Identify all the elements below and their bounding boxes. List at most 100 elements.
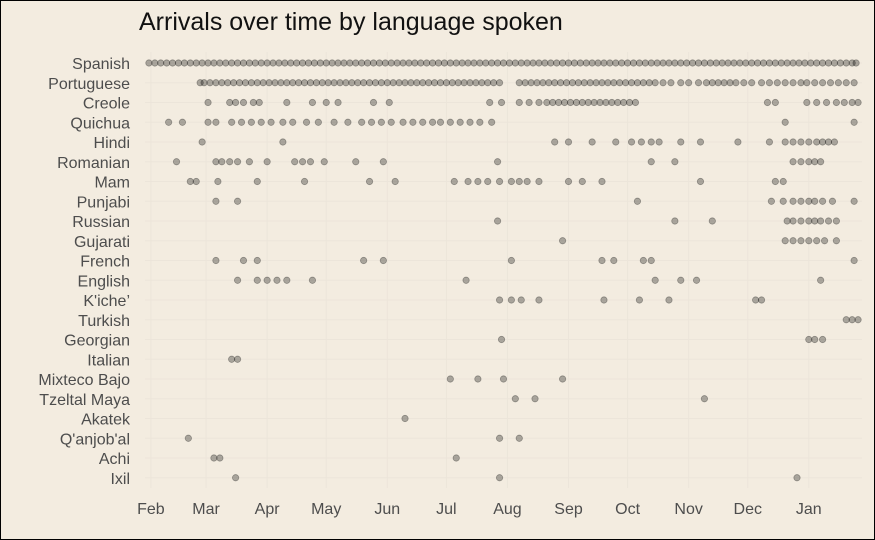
point-spanish (813, 59, 821, 67)
point-portuguese (557, 79, 565, 87)
point-portuguese (789, 79, 797, 87)
point-spanish (852, 59, 860, 67)
y-tick-label-q-anjob-al: Q'anjob'al (60, 431, 130, 448)
point-turkish (842, 316, 850, 324)
point-english (651, 276, 659, 284)
point-spanish (783, 59, 791, 67)
point-portuguese (425, 79, 433, 87)
point-portuguese (348, 79, 356, 87)
point-creole (226, 98, 234, 107)
point-georgian (811, 335, 819, 344)
point-portuguese (842, 79, 850, 87)
point-portuguese (230, 79, 238, 87)
point-creole (525, 98, 533, 107)
point-portuguese (740, 79, 748, 87)
point-portuguese (342, 79, 350, 87)
x-tick-label-sep: Sep (554, 501, 583, 518)
point-k-iche (517, 296, 525, 304)
point-portuguese (460, 79, 468, 87)
point-spanish (375, 59, 384, 67)
point-spanish (464, 59, 472, 67)
y-tick-label-akatek: Akatek (81, 412, 131, 429)
point-portuguese (651, 79, 659, 87)
point-quichua (377, 118, 385, 126)
point-spanish (263, 59, 271, 67)
point-portuguese (283, 79, 291, 87)
point-spanish (381, 59, 389, 67)
point-portuguese (667, 79, 675, 87)
point-creole (232, 98, 240, 107)
point-hindi (765, 138, 774, 146)
point-romanian (797, 158, 805, 166)
point-quichua (488, 118, 496, 126)
point-spanish (458, 59, 466, 67)
point-portuguese (773, 79, 781, 87)
y-tick-label-english: English (78, 273, 130, 290)
point-creole (813, 98, 821, 107)
point-achi (452, 454, 460, 462)
point-creole (822, 98, 831, 107)
point-quichua (781, 118, 789, 126)
point-portuguese (300, 79, 309, 87)
point-spanish (759, 59, 768, 67)
point-portuguese (259, 79, 267, 87)
point-spanish (659, 59, 667, 67)
point-mam (507, 177, 515, 186)
point-quichua (358, 118, 366, 126)
point-portuguese (241, 79, 250, 87)
point-spanish (434, 59, 443, 67)
y-tick-label-italian: Italian (87, 352, 130, 369)
point-spanish (671, 59, 679, 67)
point-portuguese (811, 79, 819, 87)
grid-lines (145, 52, 862, 488)
y-tick-label-mixteco-bajo: Mixteco Bajo (38, 372, 130, 389)
point-english (817, 276, 825, 284)
point-k-iche (535, 296, 543, 304)
point-romanian (352, 158, 360, 166)
point-creole (584, 98, 592, 107)
point-hindi (830, 138, 839, 146)
x-tick-label-feb: Feb (137, 501, 165, 518)
point-romanian (306, 158, 315, 166)
point-portuguese (271, 79, 279, 87)
point-spanish (511, 59, 519, 67)
point-spanish (836, 59, 844, 67)
point-portuguese (407, 79, 415, 87)
y-tick-label-achi: Achi (99, 451, 130, 468)
point-portuguese (732, 79, 740, 87)
point-spanish (677, 59, 685, 67)
point-french (639, 256, 647, 265)
point-quichua (212, 118, 220, 126)
point-spanish (493, 59, 502, 67)
point-portuguese (527, 79, 535, 87)
point-quichua (228, 118, 236, 126)
point-spanish (730, 59, 738, 67)
point-french (239, 256, 248, 265)
point-punjabi (805, 197, 813, 205)
point-spanish (706, 59, 714, 67)
y-tick-label-georgian: Georgian (64, 333, 130, 350)
x-tick-label-oct: Oct (615, 501, 640, 518)
point-ixil (793, 474, 801, 482)
point-quichua (850, 118, 858, 126)
point-mam (253, 177, 261, 186)
point-romanian (226, 158, 234, 166)
y-tick-label-quichua: Quichua (70, 115, 130, 132)
point-georgian (819, 335, 827, 344)
point-spanish (718, 59, 726, 67)
point-creole (549, 98, 557, 107)
point-spanish (304, 59, 313, 67)
point-k-iche (752, 296, 760, 304)
x-axis-labels: Feb Mar Apr May Jun Jul Aug Sep Oct Nov Dec Jan (137, 501, 822, 518)
point-romanian (379, 158, 387, 166)
x-tick-label-jan: Jan (796, 501, 822, 518)
point-portuguese (627, 79, 636, 87)
point-quichua (257, 118, 265, 126)
point-spanish (346, 59, 354, 67)
point-creole (854, 98, 862, 107)
point-portuguese (720, 79, 728, 87)
point-portuguese (484, 79, 492, 87)
point-portuguese (702, 79, 710, 87)
point-hindi (677, 138, 685, 146)
point-spanish (293, 59, 301, 67)
